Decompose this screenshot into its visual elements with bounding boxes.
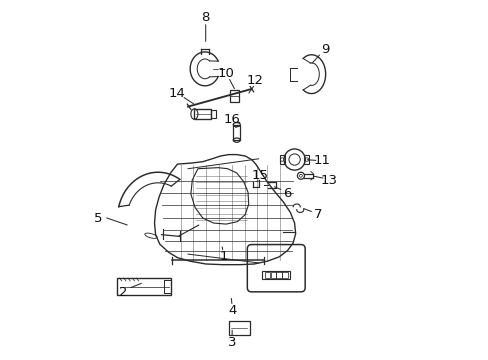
Text: 9: 9: [321, 43, 329, 56]
Text: 3: 3: [227, 336, 236, 349]
Bar: [211, 110, 216, 118]
Bar: [279, 155, 284, 164]
Bar: [282, 272, 287, 278]
Text: 11: 11: [313, 154, 330, 167]
Bar: [304, 155, 309, 164]
Bar: [194, 109, 211, 119]
Text: 5: 5: [94, 212, 102, 225]
Text: 13: 13: [320, 174, 337, 186]
Text: 8: 8: [201, 11, 209, 24]
Bar: [117, 278, 171, 295]
Text: 15: 15: [251, 169, 268, 182]
Text: 1: 1: [219, 251, 227, 264]
Text: 7: 7: [314, 208, 322, 221]
Bar: [264, 272, 270, 278]
Text: 4: 4: [227, 304, 236, 317]
Text: 2: 2: [118, 287, 127, 300]
Bar: [276, 272, 281, 278]
Bar: [233, 125, 240, 140]
Text: 10: 10: [217, 67, 234, 80]
Text: 12: 12: [246, 74, 263, 87]
Bar: [262, 271, 290, 279]
Text: 14: 14: [169, 87, 185, 100]
Bar: [270, 272, 276, 278]
Bar: [230, 90, 238, 102]
Text: 16: 16: [223, 113, 240, 126]
Bar: [228, 321, 249, 334]
Text: 6: 6: [282, 187, 290, 200]
